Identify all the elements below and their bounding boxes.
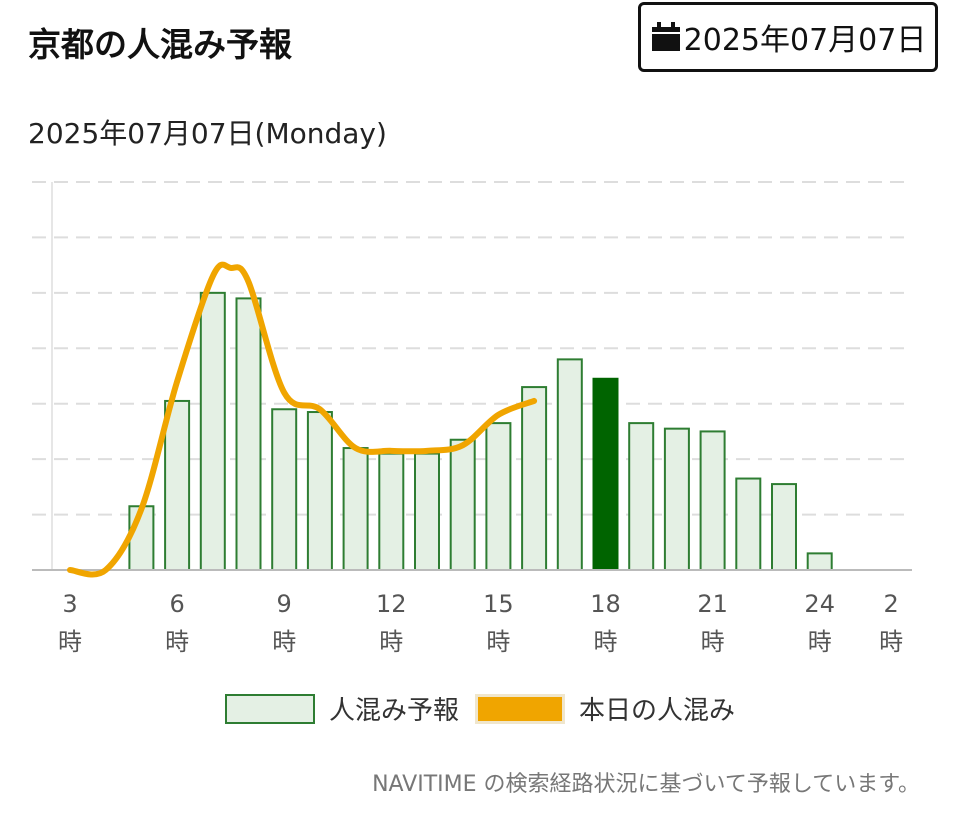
x-tick-unit: 時 [272, 628, 296, 656]
legend-item-today: 本日の人混み [475, 690, 735, 727]
x-tick-unit: 時 [379, 628, 403, 656]
x-tick-label: 6 [169, 590, 184, 618]
forecast-bar [771, 483, 797, 572]
x-tick-unit: 時 [58, 628, 82, 656]
x-tick-label: 3 [62, 590, 77, 618]
forecast-bar [449, 438, 476, 571]
forecast-bar [521, 386, 548, 571]
forecast-bar [378, 452, 405, 572]
calendar-icon [651, 22, 680, 51]
source-footnote: NAVITIME の検索経路状況に基づいて予報しています。 [372, 772, 920, 797]
x-tick-unit: 時 [594, 628, 618, 656]
legend-swatch-today [475, 693, 565, 724]
legend-label-today: 本日の人混み [579, 696, 736, 726]
x-tick-label: 21 [697, 590, 728, 618]
forecast-bar [271, 408, 298, 571]
legend-swatch-forecast [224, 693, 315, 724]
x-tick-unit: 時 [879, 628, 903, 656]
x-tick-label: 15 [483, 590, 514, 618]
forecast-bar [414, 452, 440, 572]
today-crowd-line [67, 261, 538, 578]
x-tick-label: 2 [883, 590, 898, 618]
x-tick-unit: 時 [808, 628, 832, 656]
chart-legend: 人混み予報 本日の人混み [0, 690, 960, 727]
date-subtitle: 2025年07月07日(Monday) [28, 117, 387, 150]
forecast-bar [806, 552, 833, 571]
forecast-bar [199, 291, 226, 571]
forecast-bar [592, 377, 619, 571]
x-tick-unit: 時 [701, 628, 725, 656]
forecast-bar [342, 447, 369, 571]
forecast-bar [485, 422, 512, 571]
x-tick-label: 18 [590, 590, 621, 618]
legend-label-forecast: 人混み予報 [328, 696, 459, 726]
forecast-bar [235, 297, 262, 571]
forecast-bar [628, 422, 655, 571]
date-picker-button[interactable]: 2025年07月07日 [638, 2, 938, 72]
forecast-bar [306, 411, 333, 571]
legend-item-forecast: 人混み予報 [224, 690, 459, 727]
forecast-bar [735, 477, 762, 571]
forecast-bar [663, 427, 690, 571]
x-tick-label: 12 [376, 590, 407, 618]
crowd-forecast-chart: 3 時 6 時 9 時 12 時 15 時 18 時 21 時 24 時 2 時 [32, 181, 912, 656]
forecast-bar [556, 358, 583, 571]
page-title: 京都の人混み予報 [28, 25, 292, 64]
forecast-bar [699, 430, 726, 571]
forecast-bar [164, 399, 191, 571]
x-tick-unit: 時 [165, 628, 189, 656]
x-tick-label: 9 [277, 590, 292, 618]
date-button-label: 2025年07月07日 [683, 23, 927, 58]
x-tick-unit: 時 [486, 628, 510, 656]
x-tick-label: 24 [804, 590, 835, 618]
